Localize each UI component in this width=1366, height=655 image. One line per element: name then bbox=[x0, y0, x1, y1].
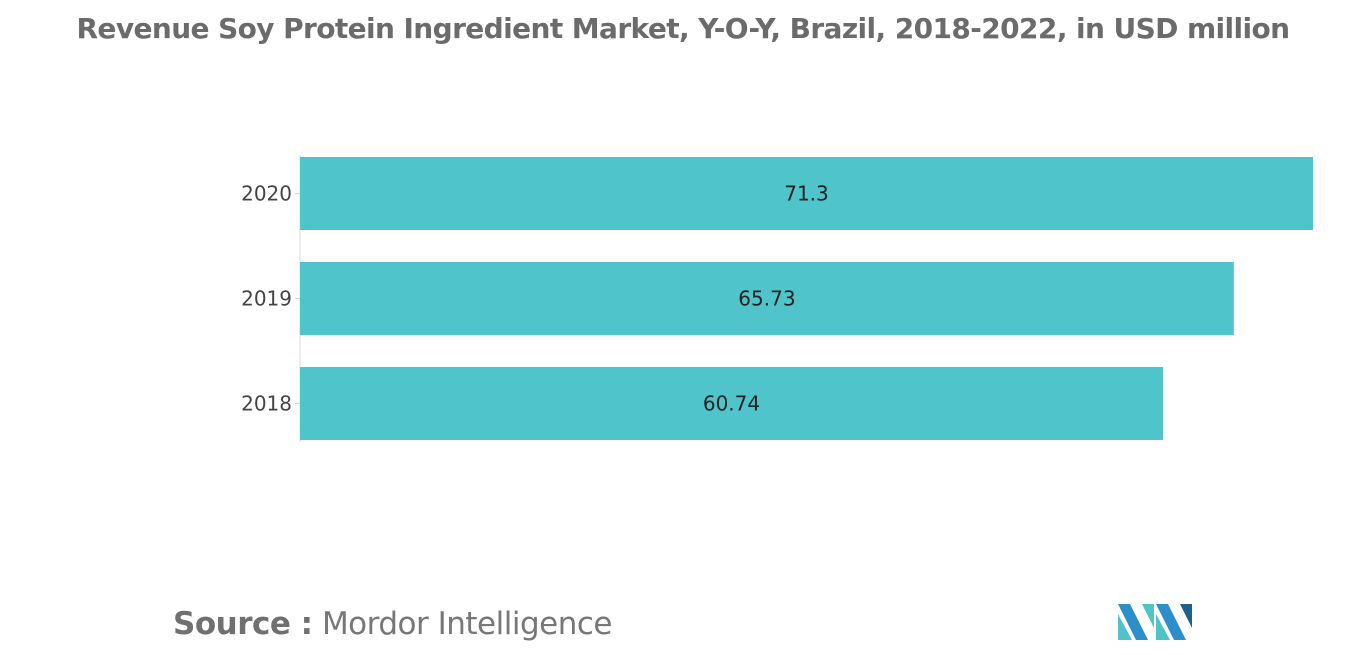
category-label-2018: 2018 bbox=[241, 392, 292, 416]
source-label: Source : bbox=[173, 606, 313, 642]
bar-2019 bbox=[300, 262, 1234, 335]
category-label-2020: 2020 bbox=[241, 182, 292, 206]
value-label-2020: 71.3 bbox=[784, 182, 829, 206]
category-label-2019: 2019 bbox=[241, 287, 292, 311]
value-label-2019: 65.73 bbox=[738, 287, 795, 311]
mordor-intelligence-logo-icon bbox=[1118, 604, 1192, 640]
source-note: Source : Mordor Intelligence bbox=[173, 606, 612, 642]
value-label-2018: 60.74 bbox=[703, 392, 760, 416]
chart-title: Revenue Soy Protein Ingredient Market, Y… bbox=[76, 12, 1290, 45]
bar-2020 bbox=[300, 157, 1313, 230]
source-name: Mordor Intelligence bbox=[321, 606, 613, 642]
bar-2018 bbox=[300, 367, 1163, 440]
